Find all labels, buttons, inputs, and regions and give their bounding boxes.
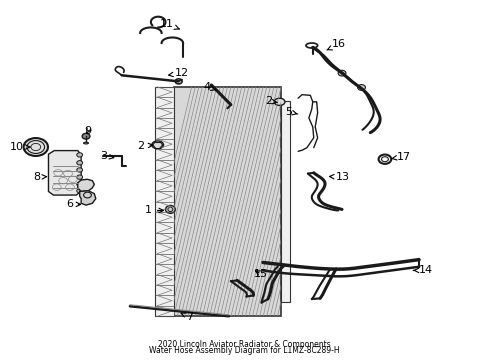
Bar [173,87,281,316]
Text: 9: 9 [84,126,92,135]
Text: 10: 10 [10,142,30,152]
Ellipse shape [77,153,82,157]
Ellipse shape [165,206,175,213]
Text: 17: 17 [390,152,410,162]
Text: 7: 7 [180,312,193,322]
Text: 2: 2 [137,141,152,151]
Ellipse shape [77,182,82,186]
Text: 13: 13 [329,172,349,182]
Polygon shape [78,179,94,192]
Text: 2: 2 [264,96,277,106]
Text: 3: 3 [100,150,114,161]
Text: 1: 1 [144,206,163,216]
Ellipse shape [83,142,88,144]
Text: Water Hose Assembly Diagram for L1MZ-8C289-H: Water Hose Assembly Diagram for L1MZ-8C2… [149,346,339,355]
Text: 2020 Lincoln Aviator Radiator & Components: 2020 Lincoln Aviator Radiator & Componen… [158,340,330,349]
Text: 6: 6 [66,199,81,210]
Text: 11: 11 [160,19,179,29]
Ellipse shape [77,175,82,179]
Ellipse shape [77,161,82,165]
Text: 14: 14 [413,265,432,275]
Text: 8: 8 [34,172,46,182]
Bar [173,87,281,316]
Polygon shape [48,150,81,195]
Circle shape [337,70,345,76]
Ellipse shape [77,189,82,193]
Text: 12: 12 [168,68,189,78]
Ellipse shape [274,98,285,105]
Text: 4: 4 [203,82,215,92]
Ellipse shape [77,168,82,172]
Circle shape [357,85,365,90]
Bar [155,87,173,316]
Circle shape [23,138,48,156]
Text: 5: 5 [285,107,297,117]
Circle shape [82,134,90,139]
Bar [281,101,289,302]
Ellipse shape [152,141,163,149]
Polygon shape [80,191,96,205]
Text: 16: 16 [326,40,346,50]
Text: 15: 15 [254,269,268,279]
